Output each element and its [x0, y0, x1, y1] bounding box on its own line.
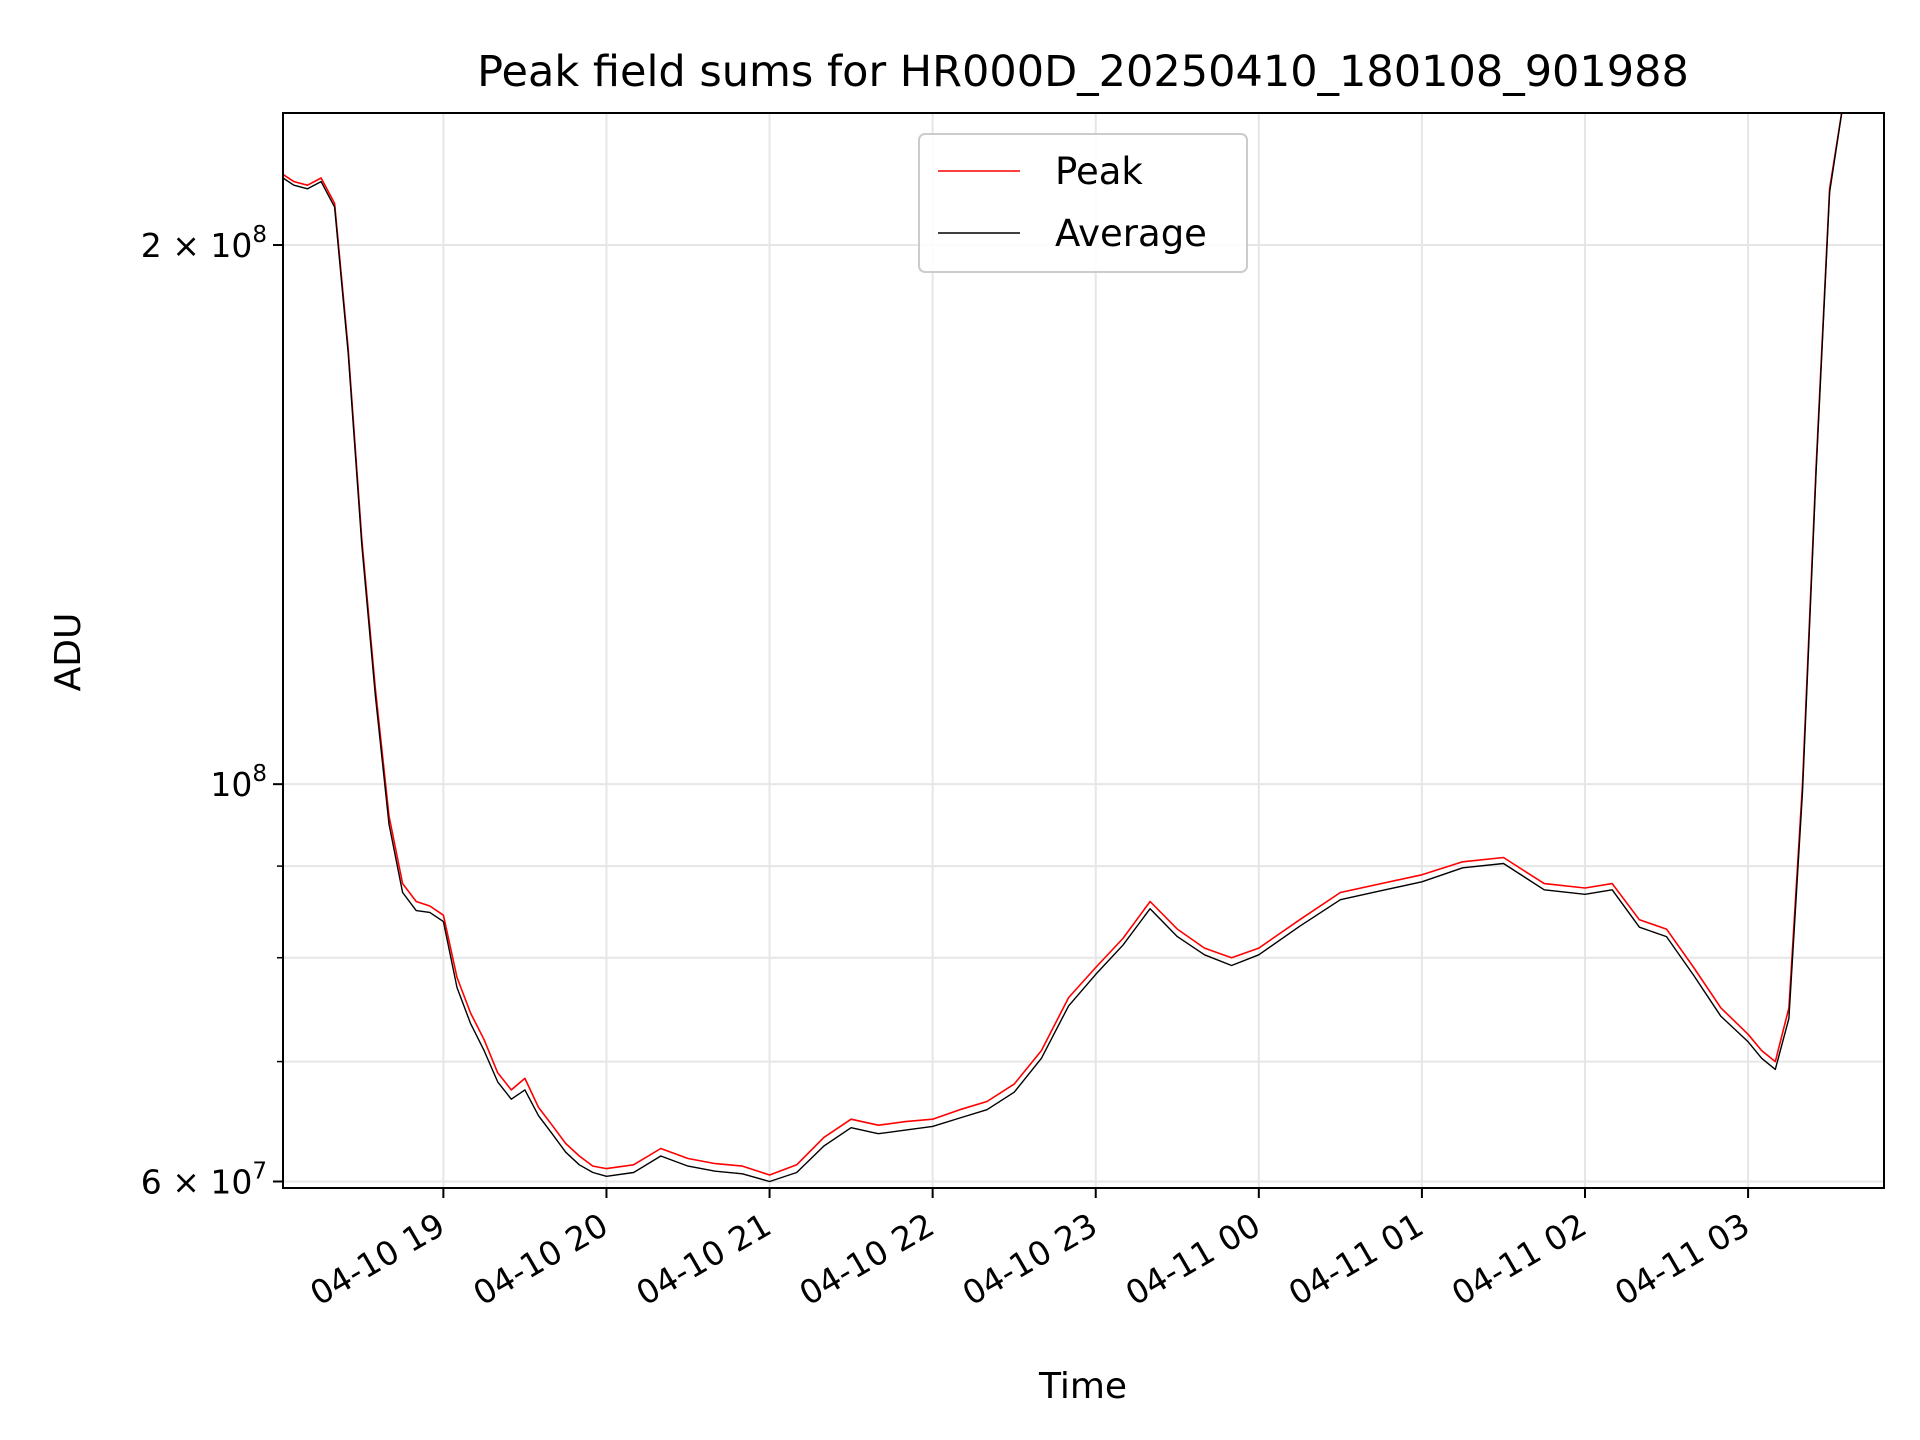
y-axis: 6 × 107 108 2 × 108: [141, 222, 283, 1201]
y-axis-title: ADU: [48, 613, 89, 692]
x-tick-label: 04-11 02: [1445, 1205, 1593, 1313]
x-tick-label: 04-10 22: [793, 1205, 941, 1313]
series-line-average: [283, 113, 1843, 1183]
plot-frame: [282, 112, 1885, 1189]
x-tick-label: 04-10 19: [303, 1205, 451, 1313]
legend-box: [918, 133, 1248, 273]
x-tick-label: 04-10 21: [630, 1205, 778, 1313]
legend-label-peak: Peak: [1055, 150, 1143, 193]
y-tick-label: 108: [210, 761, 267, 804]
x-tick-label: 04-10 20: [466, 1205, 614, 1313]
y-tick-label: 6 × 107: [141, 1158, 267, 1201]
x-tick-label: 04-11 03: [1608, 1205, 1756, 1313]
y-tick-label: 2 × 108: [141, 222, 267, 265]
x-axis: 04-10 19 04-10 20 04-10 21 04-10 22 04-10 23…: [303, 1188, 1756, 1313]
grid: [283, 113, 1884, 1188]
x-tick-label: 04-11 01: [1282, 1205, 1430, 1313]
x-tick-label: 04-10 23: [956, 1205, 1104, 1313]
x-tick-label: 04-11 00: [1119, 1205, 1267, 1313]
chart-title: Peak field sums for HR000D_20250410_1801…: [477, 47, 1689, 97]
legend: Peak Average: [918, 133, 1248, 273]
legend-label-average: Average: [1055, 212, 1207, 255]
series-line-peak: [283, 113, 1843, 1176]
x-axis-title: Time: [1038, 1366, 1127, 1407]
series-layer: [283, 113, 1843, 1183]
